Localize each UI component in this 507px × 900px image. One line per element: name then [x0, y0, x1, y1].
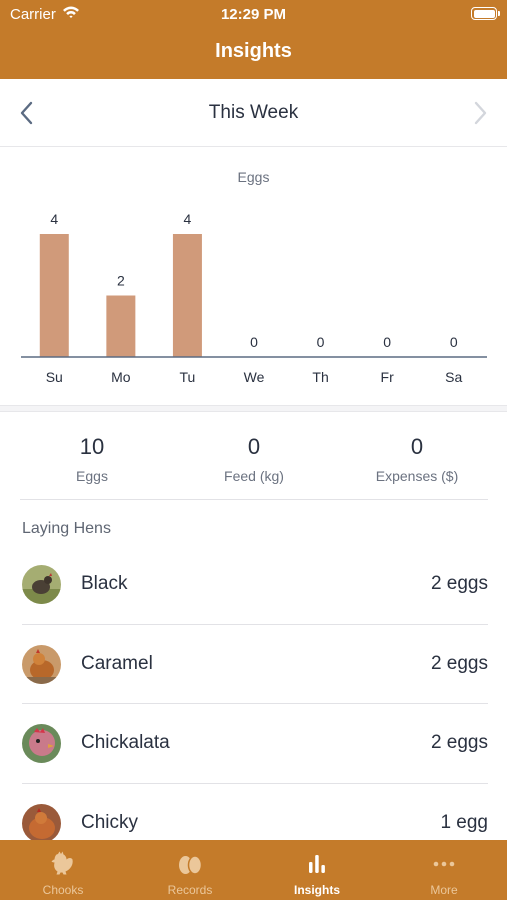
page-title: Insights — [215, 40, 292, 62]
tab-label: More — [430, 883, 458, 897]
hen-egg-count: 2 eggs — [430, 732, 488, 753]
x-tick-label: Su — [46, 369, 63, 385]
stat-value: 10 — [79, 434, 105, 459]
hen-row[interactable]: Chicky 1 egg — [22, 784, 488, 864]
stat-label: Eggs — [76, 468, 108, 484]
hen-name: Black — [81, 573, 128, 594]
hen-avatar — [22, 803, 61, 843]
x-tick-label: We — [244, 369, 265, 385]
eggs-bar-chart: Eggs 4 Su 2 Mo 4 Tu 0 We 0 Th 0 Fr 0 Sa — [21, 169, 487, 385]
period-selector: This Week — [0, 79, 507, 147]
period-title: This Week — [208, 102, 299, 123]
bar-value-label: 0 — [317, 334, 325, 350]
status-bar: Carrier 12:29 PM — [0, 0, 507, 28]
tab-records[interactable]: Records — [127, 840, 253, 900]
next-week-button[interactable] — [465, 99, 493, 127]
stat-label: Feed (kg) — [224, 468, 284, 484]
x-tick-label: Th — [312, 369, 328, 385]
navigation-bar: Carrier 12:29 PM Insights — [0, 0, 507, 79]
carrier-label: Carrier — [10, 6, 56, 23]
tab-label: Insights — [293, 883, 340, 897]
chart-bar — [39, 234, 69, 357]
chart-bar — [106, 295, 136, 357]
hen-egg-count: 2 eggs — [430, 652, 488, 674]
summary-stats: 10 Eggs 0 Feed (kg) 0 Expenses ($) — [20, 420, 488, 500]
section-divider — [0, 406, 507, 412]
tab-label: Records — [167, 883, 213, 897]
stat-eggs: 10 Eggs — [12, 434, 172, 484]
bar-value-label: 0 — [383, 334, 391, 350]
x-tick-label: Tu — [180, 369, 196, 385]
hen-name: Caramel — [81, 652, 153, 674]
tab-chooks[interactable]: Chooks — [0, 840, 126, 900]
hen-row[interactable]: Chickalata 2 eggs — [22, 704, 488, 784]
tab-bar: Chooks Records Insights More — [0, 840, 507, 900]
hen-name: Chicky — [81, 811, 139, 833]
chicken-icon — [51, 851, 73, 875]
stat-value: 0 — [247, 434, 261, 459]
bar-value-label: 4 — [184, 211, 192, 227]
hen-avatar — [22, 644, 61, 684]
stat-value: 0 — [410, 434, 424, 459]
hen-row[interactable]: Black 2 eggs — [22, 545, 488, 625]
hen-avatar — [22, 724, 61, 763]
bar-value-label: 2 — [117, 273, 125, 289]
stat-label: Expenses ($) — [375, 468, 459, 484]
hen-avatar — [22, 565, 61, 604]
bar-value-label: 0 — [250, 334, 258, 350]
bar-value-label: 0 — [450, 334, 458, 350]
x-tick-label: Fr — [381, 369, 395, 385]
stat-feed: 0 Feed (kg) — [174, 434, 334, 484]
battery-icon — [471, 7, 500, 20]
status-time: 12:29 PM — [220, 6, 287, 23]
chevron-right-icon — [474, 101, 487, 125]
tab-more[interactable]: More — [381, 840, 507, 900]
eggs-chart: Eggs 4 Su 2 Mo 4 Tu 0 We 0 Th 0 Fr 0 Sa — [0, 148, 507, 406]
tab-label: Chooks — [42, 883, 84, 897]
hen-egg-count: 2 eggs — [430, 573, 488, 594]
chevron-left-icon — [20, 101, 33, 125]
section-title-laying-hens: Laying Hens — [22, 520, 111, 537]
hen-row[interactable]: Caramel 2 eggs — [22, 625, 488, 704]
wifi-icon — [62, 5, 80, 23]
tab-insights[interactable]: Insights — [254, 840, 380, 900]
hen-name: Chickalata — [81, 732, 170, 753]
more-icon — [433, 861, 455, 867]
x-tick-label: Mo — [111, 369, 131, 385]
stat-expenses: 0 Expenses ($) — [337, 434, 497, 484]
chart-title: Eggs — [238, 169, 270, 185]
previous-week-button[interactable] — [14, 99, 42, 127]
x-tick-label: Sa — [445, 369, 462, 385]
hen-egg-count: 1 egg — [440, 811, 488, 833]
bar-value-label: 4 — [50, 211, 58, 227]
chart-bar — [172, 234, 202, 357]
eggs-icon — [179, 855, 203, 875]
bar-chart-icon — [309, 855, 325, 873]
laying-hens-list: Black 2 eggs Caramel 2 eggs Chicka — [0, 545, 507, 863]
